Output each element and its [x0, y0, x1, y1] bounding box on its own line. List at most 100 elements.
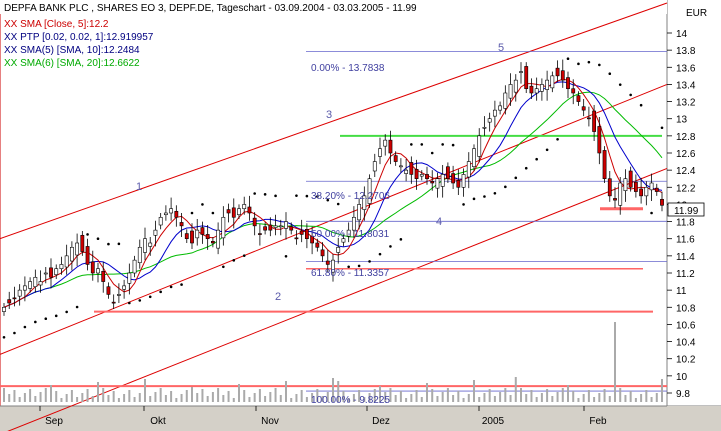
volume-bar-17: [91, 396, 94, 402]
volume-bar-19: [102, 388, 105, 402]
volume-bar-31: [164, 395, 167, 402]
candle-body-93: [487, 118, 492, 123]
volume-bar-70: [368, 393, 371, 402]
volume-bar-66: [347, 398, 350, 402]
candle-body-106: [555, 67, 560, 77]
volume-bar-55: [290, 398, 293, 402]
candle-body-15: [80, 234, 85, 252]
candle-body-100: [524, 66, 529, 90]
psar-dot-0: [2, 335, 6, 339]
psar-dot-20: [107, 242, 110, 246]
psar-dot-64: [336, 202, 340, 206]
volume-bar-105: [551, 396, 554, 402]
volume-bar-59: [311, 393, 314, 402]
volume-bar-6: [34, 396, 37, 402]
y-tick-label-21: 14: [676, 29, 688, 40]
psar-dot-44: [232, 259, 236, 262]
wave-label-4: 4: [436, 216, 442, 228]
candle-body-0: [2, 306, 6, 312]
trend-channel: [0, 2, 668, 431]
candle-body-113: [592, 110, 597, 132]
candle-body-97: [508, 84, 513, 99]
volume-bar-24: [128, 390, 131, 402]
psar-dot-108: [566, 57, 570, 61]
candle-body-17: [90, 261, 95, 274]
candle-body-104: [545, 79, 550, 90]
candle-body-96: [503, 92, 508, 109]
candle-body-110: [576, 95, 581, 102]
candle-body-74: [388, 139, 393, 154]
volume-bar-26: [138, 393, 141, 402]
candle-body-101: [529, 85, 534, 94]
volume-bar-123: [645, 390, 648, 402]
candle-body-47: [247, 206, 252, 214]
psar-dot-36: [190, 211, 194, 215]
psar-dot-68: [357, 264, 361, 268]
volume-bar-41: [217, 388, 220, 402]
y-tick-label-20: 13.8: [676, 46, 696, 57]
volume-bar-92: [483, 393, 486, 402]
candle-body-54: [284, 221, 288, 229]
fib-label-0: 0.00% - 13.7838: [311, 63, 385, 74]
candle-body-18: [96, 268, 100, 274]
psar-dot-74: [389, 245, 392, 248]
volume-bar-122: [640, 394, 643, 402]
volume-bar-40: [211, 392, 214, 402]
candle-body-43: [226, 209, 231, 214]
candle-body-95: [498, 105, 503, 111]
currency-label: EUR: [686, 8, 707, 19]
volume-bar-34: [180, 394, 183, 402]
x-tick-label-2: Nov: [261, 416, 279, 427]
parabolic-sar-dots: [2, 57, 664, 339]
candle-body-121: [633, 181, 638, 192]
volume-bar-100: [525, 394, 528, 402]
volume-bar-13: [70, 390, 73, 402]
x-tick-label-1: Okt: [150, 416, 166, 427]
candle-body-108: [566, 77, 570, 90]
psar-dot-52: [274, 194, 277, 198]
legend-sma5: XX SMA [Close, 5]:12.2: [4, 19, 109, 30]
psar-dot-70: [368, 260, 371, 263]
candle-body-9: [49, 267, 53, 278]
candle-body-61: [320, 249, 325, 257]
channel-upper-line: [0, 2, 668, 240]
candle-body-29: [153, 229, 158, 236]
candle-body-33: [174, 210, 179, 218]
volume-bar-114: [598, 393, 601, 402]
volume-bar-75: [394, 395, 397, 402]
psar-dot-50: [263, 193, 267, 196]
time-axis: Sep Okt Nov Dez 2005 Feb: [39, 406, 607, 427]
candle-body-28: [148, 242, 153, 247]
candle-body-25: [132, 259, 137, 274]
volume-bar-56: [295, 394, 298, 402]
y-tick-label-16: 13: [676, 115, 688, 126]
chart-title: DEPFA BANK PLC , SHARES EO 3, DEPF.DE, T…: [4, 3, 417, 14]
volume-bar-118: [619, 388, 622, 402]
volume-bar-25: [133, 397, 136, 402]
candle-body-111: [581, 106, 586, 111]
y-tick-label-14: 12.6: [676, 149, 696, 160]
candle-body-92: [482, 126, 487, 129]
legend-sma10: XX SMA(5) [SMA, 10]:12.2484: [4, 45, 140, 56]
candle-body-40: [210, 240, 215, 244]
y-tick-label-8: 11.4: [676, 252, 695, 263]
psar-dot-86: [451, 143, 455, 147]
volume-bar-87: [457, 391, 460, 402]
candle-body-118: [618, 182, 623, 206]
volume-bar-108: [567, 385, 569, 402]
volume-bar-119: [624, 395, 627, 402]
psar-dot-82: [430, 151, 434, 155]
psar-dot-118: [618, 83, 622, 86]
psar-dot-76: [399, 238, 403, 241]
volume-bar-112: [587, 390, 590, 402]
candle-body-91: [477, 135, 482, 157]
volume-bar-125: [655, 393, 658, 402]
candle-body-50: [263, 226, 268, 231]
x-tick-label-0: Sep: [45, 416, 63, 427]
candle-body-125: [654, 187, 659, 192]
volume-bar-73: [384, 392, 387, 402]
candle-body-85: [445, 166, 450, 180]
volume-bar-54: [285, 381, 287, 402]
wave-label-2: 2: [275, 291, 281, 303]
